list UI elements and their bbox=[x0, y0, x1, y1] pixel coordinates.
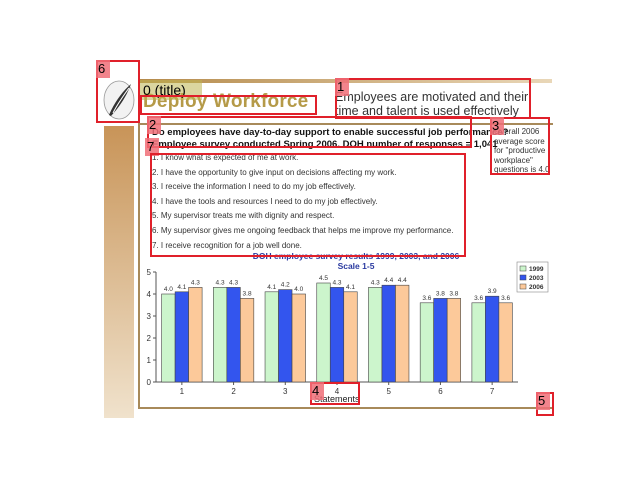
legend-label: 2003 bbox=[529, 275, 544, 282]
survey-question: Do employees have day-to-day support to … bbox=[152, 127, 509, 138]
y-tick-label: 1 bbox=[147, 356, 152, 365]
legend-swatch-2003 bbox=[519, 274, 527, 281]
content-frame bbox=[138, 123, 553, 409]
bar-1999 bbox=[471, 302, 486, 383]
data-label: 4.3 bbox=[216, 279, 225, 286]
data-label: 3.9 bbox=[488, 288, 497, 295]
bar-2003 bbox=[381, 284, 396, 383]
bar-2006 bbox=[343, 291, 358, 383]
y-tick-label: 0 bbox=[147, 378, 152, 387]
x-tick-label: 5 bbox=[386, 387, 391, 396]
y-tick-label: 3 bbox=[147, 312, 152, 321]
page-subtitle: Employees are motivated and their time a… bbox=[335, 90, 529, 118]
bar-2003 bbox=[485, 295, 500, 383]
average-score-callout: Overall 2006 average score for "producti… bbox=[494, 127, 550, 175]
x-tick-label: 6 bbox=[438, 387, 443, 396]
bar-2006 bbox=[446, 298, 461, 383]
y-tick-label: 5 bbox=[147, 268, 152, 277]
bar-2006 bbox=[291, 293, 306, 383]
data-label: 3.6 bbox=[422, 295, 431, 302]
legend-label: 2006 bbox=[529, 284, 544, 291]
bar-2003 bbox=[174, 291, 189, 383]
bar-2006 bbox=[498, 302, 513, 383]
statement-list: 1. I know what is expected of me at work… bbox=[152, 151, 453, 253]
data-label: 3.6 bbox=[474, 295, 483, 302]
data-label: 3.8 bbox=[243, 290, 252, 297]
x-tick-label: 2 bbox=[231, 387, 236, 396]
bar-1999 bbox=[264, 291, 279, 383]
statement-item: 4. I have the tools and resources I need… bbox=[152, 196, 378, 206]
data-label: 4.3 bbox=[332, 279, 341, 286]
data-label: 4.1 bbox=[177, 284, 186, 291]
bar-2006 bbox=[395, 284, 410, 383]
bar-2003 bbox=[433, 298, 448, 383]
chart-subtitle: Scale 1-5 bbox=[337, 261, 375, 271]
x-tick-label: 3 bbox=[283, 387, 288, 396]
bar-1999 bbox=[161, 293, 176, 383]
x-axis-label: Statements bbox=[314, 394, 360, 404]
bar-2003 bbox=[226, 287, 241, 383]
survey-info: Employee survey conducted Spring 2006. D… bbox=[152, 139, 498, 150]
bar-2003 bbox=[329, 287, 345, 383]
statement-item: 2. I have the opportunity to give input … bbox=[152, 167, 397, 177]
bar-1999 bbox=[368, 287, 383, 383]
data-label: 4.4 bbox=[384, 277, 393, 284]
legend-swatch-1999 bbox=[519, 265, 527, 272]
statement-item: 7. I receive recognition for a job well … bbox=[152, 240, 302, 250]
bar-1999 bbox=[316, 282, 331, 383]
x-tick-label: 1 bbox=[180, 387, 185, 396]
x-tick-label: 7 bbox=[490, 387, 495, 396]
data-label: 4.2 bbox=[281, 282, 290, 289]
statement-item: 6. My supervisor gives me ongoing feedba… bbox=[152, 225, 454, 235]
data-label: 4.5 bbox=[319, 275, 328, 282]
statement-item: 1. I know what is expected of me at work… bbox=[152, 153, 299, 162]
data-label: 3.6 bbox=[501, 295, 510, 302]
decorative-side-band bbox=[104, 126, 134, 418]
data-label: 3.8 bbox=[436, 290, 445, 297]
data-label: 4.1 bbox=[346, 284, 355, 291]
data-label: 3.8 bbox=[449, 290, 458, 297]
y-tick-label: 2 bbox=[147, 334, 152, 343]
data-label: 4.0 bbox=[164, 286, 173, 293]
statement-item: 5. My supervisor treats me with dignity … bbox=[152, 211, 335, 221]
data-label: 4.1 bbox=[267, 284, 276, 291]
data-label: 4.3 bbox=[191, 279, 200, 286]
feather-logo-icon bbox=[103, 80, 135, 120]
bar-2006 bbox=[188, 287, 203, 383]
legend-swatch-2006 bbox=[519, 283, 527, 290]
bar-2003 bbox=[278, 289, 293, 383]
bar-1999 bbox=[419, 302, 434, 383]
data-label: 4.4 bbox=[398, 277, 407, 284]
data-label: 4.0 bbox=[294, 286, 303, 293]
statement-item: 3. I receive the information I need to d… bbox=[152, 182, 356, 192]
legend-label: 1999 bbox=[529, 266, 544, 273]
data-label: 4.3 bbox=[229, 279, 238, 286]
data-label: 4.3 bbox=[371, 279, 380, 286]
bar-2006 bbox=[240, 298, 255, 383]
y-tick-label: 4 bbox=[147, 290, 152, 299]
bar-1999 bbox=[213, 287, 228, 383]
x-tick-label: 4 bbox=[335, 387, 340, 396]
